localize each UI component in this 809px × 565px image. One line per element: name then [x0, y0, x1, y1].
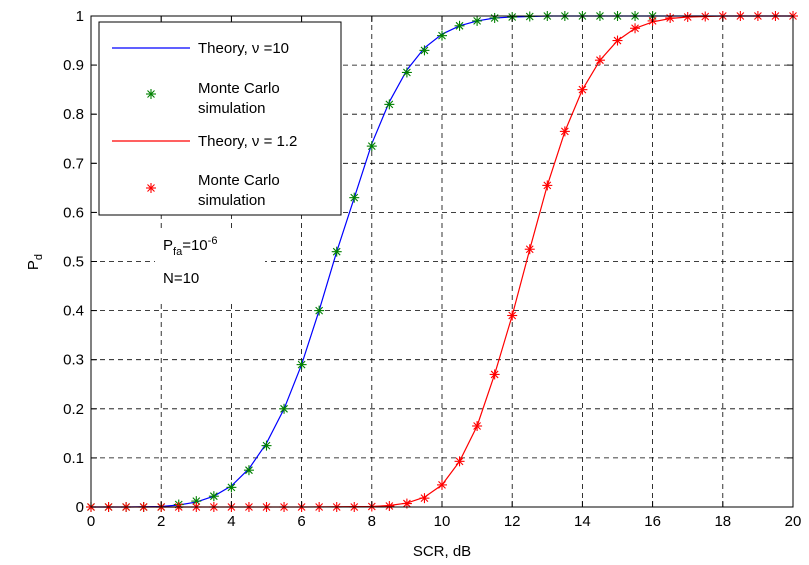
series-marker-3	[665, 12, 676, 23]
legend-label-line2: simulation	[198, 100, 266, 117]
pfa-annotation: Pfa=10-6	[163, 235, 217, 258]
svg-text:Pd: Pd	[25, 254, 45, 270]
series-marker-1	[279, 403, 290, 414]
series-marker-1	[437, 30, 447, 41]
series-marker-1	[472, 15, 483, 26]
series-marker-3	[472, 420, 483, 431]
series-marker-3	[384, 501, 395, 512]
series-marker-1	[349, 192, 360, 203]
legend-label: Monte Carlo	[198, 172, 280, 189]
y-axis-label: Pd	[25, 254, 45, 270]
series-marker-1	[454, 20, 465, 31]
annotation-bg	[155, 232, 265, 302]
series-marker-1	[366, 141, 377, 152]
y-tick-label: 0.4	[63, 303, 84, 320]
axis-ticks: 0 2 4 6 8 10 12 14 16 18 20 0 0.1 0.2 0.3 0.4 0.5 0.6 0.7 0…	[63, 8, 801, 530]
x-tick-label: 20	[785, 513, 802, 530]
x-axis-label: SCR, dB	[413, 543, 471, 560]
x-tick-label: 4	[227, 513, 235, 530]
series-marker-1	[296, 359, 307, 370]
series-marker-3	[489, 369, 500, 380]
series-marker-1	[208, 491, 219, 502]
series-marker-3	[630, 23, 641, 34]
y-tick-label: 0	[76, 499, 84, 516]
series-marker-1	[489, 12, 500, 23]
legend-marker-sample	[146, 183, 156, 193]
x-tick-label: 6	[297, 513, 305, 530]
x-tick-label: 18	[714, 513, 731, 530]
series-marker-3	[682, 11, 693, 22]
legend-label: Theory, ν =10	[198, 40, 289, 57]
series-marker-3	[542, 180, 553, 191]
series-marker-3	[594, 55, 605, 66]
parameter-annotation: Pfa=10-6 N=10	[155, 232, 265, 302]
x-tick-label: 0	[87, 513, 95, 530]
y-tick-label: 1	[76, 8, 84, 25]
series-marker-3	[507, 310, 518, 321]
series-marker-1	[401, 67, 412, 78]
series-marker-3	[454, 456, 465, 467]
series-marker-3	[419, 493, 430, 504]
legend-label: Theory, ν = 1.2	[198, 133, 297, 150]
x-tick-label: 10	[434, 513, 451, 530]
x-tick-label: 8	[368, 513, 376, 530]
series-marker-3	[559, 126, 570, 137]
x-tick-label: 12	[504, 513, 521, 530]
series-marker-3	[612, 35, 623, 46]
x-tick-label: 16	[644, 513, 661, 530]
y-tick-label: 0.1	[63, 450, 84, 467]
y-tick-label: 0.9	[63, 57, 84, 74]
legend-marker-sample	[146, 89, 156, 99]
legend-label-line2: simulation	[198, 192, 266, 209]
series-marker-3	[524, 244, 535, 255]
y-axis-label-main: P	[25, 260, 42, 270]
n-annotation: N=10	[163, 270, 199, 287]
y-tick-label: 0.8	[63, 106, 84, 123]
series-marker-1	[384, 99, 395, 110]
y-axis-label-sub: d	[33, 254, 45, 260]
y-tick-label: 0.7	[63, 155, 84, 172]
legend-box	[98, 21, 342, 216]
y-tick-label: 0.2	[63, 401, 84, 418]
series-marker-1	[226, 482, 237, 493]
series-marker-1	[331, 246, 342, 257]
series-marker-3	[577, 84, 588, 95]
legend-label: Monte Carlo	[198, 80, 280, 97]
series-marker-1	[419, 45, 430, 56]
series-marker-1	[314, 305, 325, 316]
series-marker-1	[261, 440, 272, 451]
x-tick-label: 2	[157, 513, 165, 530]
y-tick-label: 0.6	[63, 204, 84, 221]
y-tick-label: 0.3	[63, 352, 84, 369]
series-marker-3	[437, 479, 447, 490]
legend: Theory, ν =10 Monte Carlo simulation Theory…	[98, 21, 342, 216]
x-tick-label: 14	[574, 513, 591, 530]
series-marker-1	[243, 465, 254, 476]
y-tick-label: 0.5	[63, 254, 84, 271]
